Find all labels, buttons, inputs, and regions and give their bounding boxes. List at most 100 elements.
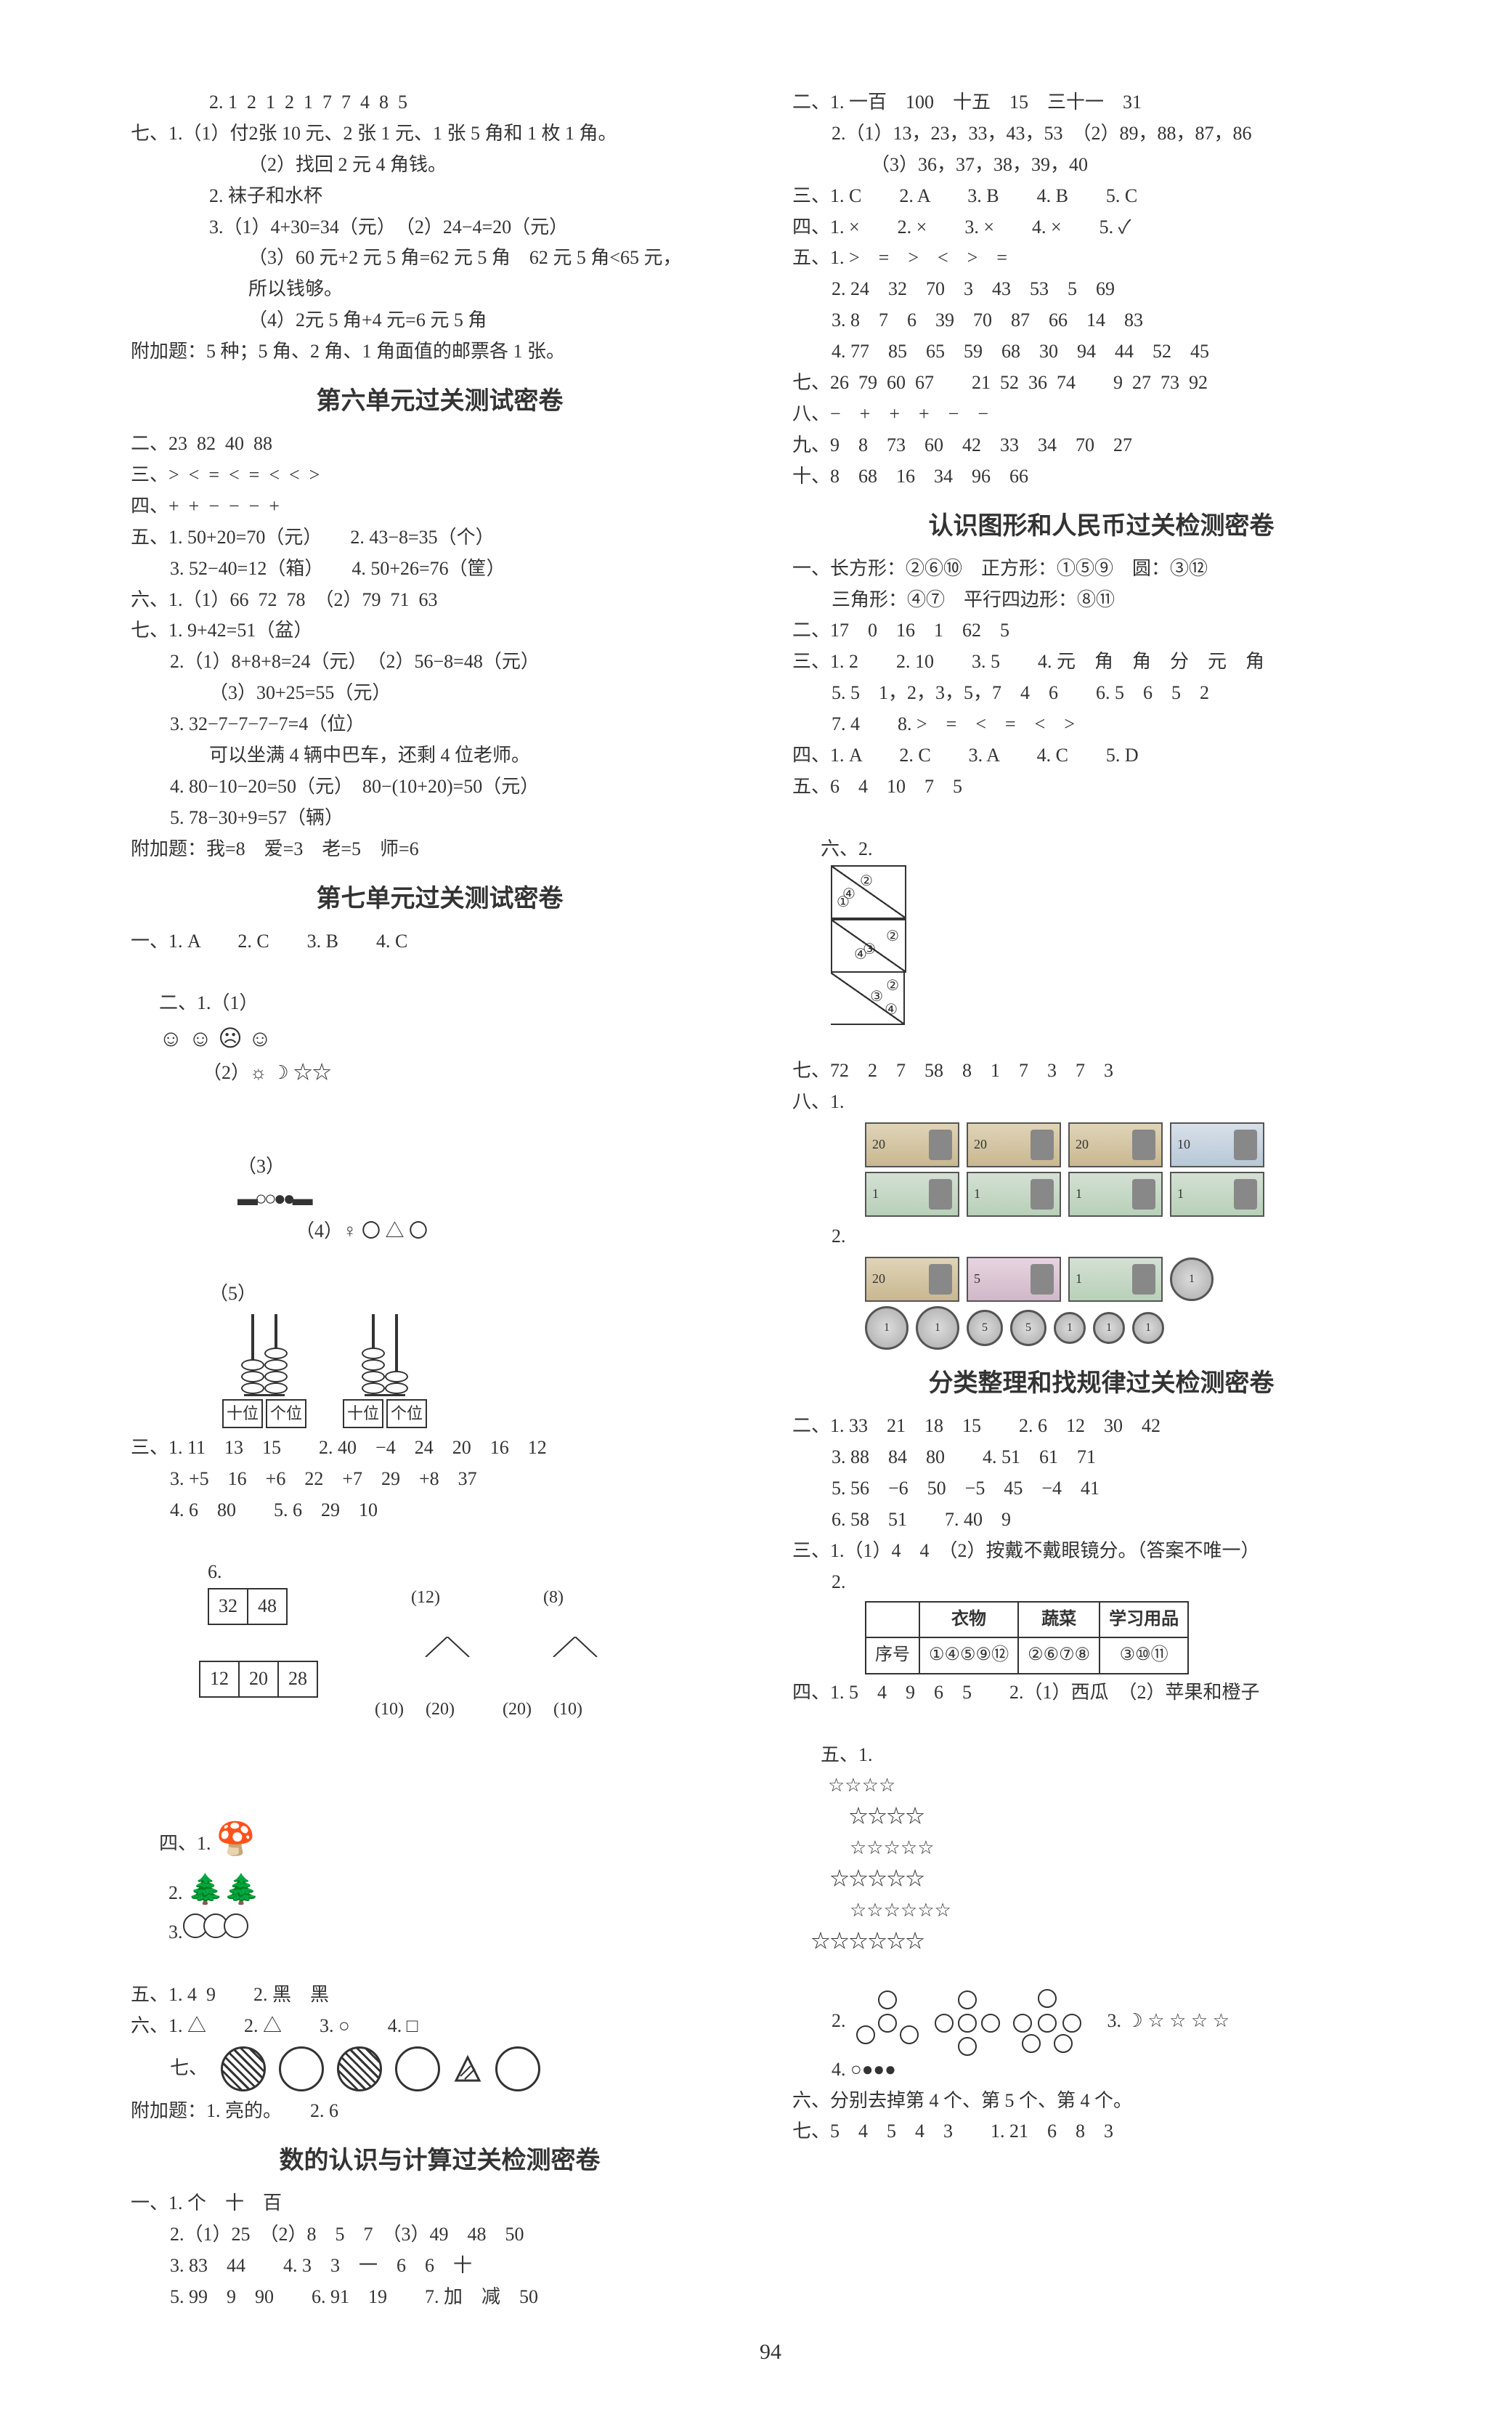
text: （5） bbox=[131, 1279, 749, 1310]
bill-20-icon: 20 bbox=[865, 1122, 959, 1167]
text: 5. 78−30+9=57（辆） bbox=[131, 803, 749, 834]
abacus-2: 十位个位 bbox=[343, 1314, 427, 1428]
coin-icon: 1 bbox=[1054, 1312, 1086, 1344]
text: （3）36，37，38，39，40 bbox=[792, 150, 1410, 181]
text: 六、1.（1）66 72 78 （2）79 71 63 bbox=[131, 585, 749, 616]
bill-1-icon: 1 bbox=[967, 1172, 1061, 1217]
bill-20-icon: 20 bbox=[967, 1122, 1061, 1167]
text: 所以钱够。 bbox=[131, 274, 749, 305]
th: 衣物 bbox=[919, 1602, 1018, 1638]
bill-5-icon: 5 bbox=[967, 1257, 1061, 1302]
tens-label: 十位 bbox=[222, 1399, 263, 1428]
star-group: ☆☆☆☆☆☆ ☆☆☆☆☆☆ bbox=[792, 1900, 951, 1952]
text: 2. 1 2 1 2 1 7 7 4 8 5 bbox=[131, 87, 749, 118]
text: 五、1. > = > < > = bbox=[792, 243, 1410, 274]
text: 二、1. 33 21 18 15 2. 6 12 30 42 bbox=[792, 1411, 1410, 1442]
text: 三、1.（1）4 4 （2）按戴不戴眼镜分。（答案不唯一） bbox=[792, 1536, 1410, 1567]
coin-icon: 1 bbox=[1093, 1312, 1125, 1344]
bill-1-icon: 1 bbox=[1068, 1257, 1163, 1302]
money-row-3: 20 5 1 1 bbox=[865, 1257, 1410, 1302]
text: 二、1. 一百 100 十五 15 三十一 31 bbox=[792, 87, 1410, 118]
bill-1-icon: 1 bbox=[1068, 1172, 1163, 1217]
right-column: 二、1. 一百 100 十五 15 三十一 31 2.（1）13，23，33，4… bbox=[792, 87, 1410, 2312]
text: 6. 58 51 7. 40 9 bbox=[792, 1504, 1410, 1536]
flower-diagram bbox=[853, 1989, 919, 2054]
text: 七、1. 9+42=51（盆） bbox=[131, 615, 749, 647]
q5-2: 2. 3. ☽ ☆ ☆ ☆ ☆ bbox=[792, 1989, 1410, 2054]
text: 三、1. C 2. A 3. B 4. B 5. C bbox=[792, 181, 1410, 212]
flower-diagram bbox=[1013, 1989, 1078, 2054]
left-column: 2. 1 2 1 2 1 7 7 4 8 5 七、1.（1）付2张 10 元、2… bbox=[131, 87, 749, 2312]
text: 3. 52−40=12（箱） 4. 50+26=76（筐） bbox=[131, 554, 749, 585]
classification-table: 衣物 蔬菜 学习用品 序号 ①④⑤⑨⑫ ②⑥⑦⑧ ③⑩⑪ bbox=[865, 1601, 1189, 1674]
circle-hatched-icon bbox=[337, 2046, 382, 2091]
text: （4）2元 5 角+4 元=6 元 5 角 bbox=[131, 305, 749, 336]
face-icons: ☺ ☺ ☹ ☺ bbox=[159, 1025, 272, 1051]
text: 二、17 0 16 1 62 5 bbox=[792, 615, 1410, 647]
star-group: ☆☆☆☆ ☆☆☆☆ bbox=[792, 1775, 924, 1827]
heading-numbers: 数的认识与计算过关检测密卷 bbox=[131, 2140, 749, 2181]
text: 7. 4 8. > = < = < > bbox=[792, 709, 1410, 740]
text: 2.（1）13，23，33，43，53 （2）89，88，87，86 bbox=[792, 118, 1410, 150]
q4-row: 四、1. 2. 3. bbox=[131, 1782, 749, 1980]
th bbox=[866, 1602, 919, 1638]
page-columns: 2. 1 2 1 2 1 7 7 4 8 5 七、1.（1）付2张 10 元、2… bbox=[131, 87, 1410, 2312]
q5-1: 五、1. ☆☆☆☆ ☆☆☆☆ ☆☆☆☆☆ ☆☆☆☆☆ ☆☆☆☆☆☆ ☆☆☆☆☆☆ bbox=[792, 1709, 1410, 1989]
abacus-1: 十位个位 bbox=[222, 1314, 306, 1428]
split-square-2: ② ④ ③ bbox=[831, 919, 906, 973]
number-tree-1: (12) (10)(20) bbox=[375, 1526, 476, 1782]
text: 四、1. 5 4 9 6 5 2.（1）西瓜 （2）苹果和橙子 bbox=[792, 1677, 1410, 1709]
three-circles-icon bbox=[187, 1913, 248, 1938]
text: 十、8 68 16 34 96 66 bbox=[792, 461, 1410, 493]
td: 序号 bbox=[866, 1637, 919, 1674]
q6-split-shapes: 六、2. ② ④ ① ② ④ ③ ② ③ ④ bbox=[792, 803, 1410, 1056]
label: （3） bbox=[237, 1156, 285, 1177]
text: 五、1. 4 9 2. 黑 黑 bbox=[131, 1980, 749, 2011]
text: 八、1. bbox=[792, 1087, 1410, 1118]
money-row-4: 1 1 5 5 1 1 1 bbox=[865, 1306, 1410, 1350]
heading-unit6: 第六单元过关测试密卷 bbox=[131, 381, 749, 421]
text: 3. 88 84 80 4. 51 61 71 bbox=[792, 1442, 1410, 1473]
q6-row: 6. 3248 122028 (12) (10)(20) (8) (20)(10… bbox=[131, 1526, 749, 1782]
text: 2.（1）25 （2）8 5 7 （3）49 48 50 bbox=[131, 2219, 749, 2251]
text: 5. 99 9 90 6. 91 19 7. 加 减 50 bbox=[131, 2282, 749, 2313]
ones-label: 个位 bbox=[386, 1399, 427, 1428]
text: （3） ▬○○●●▬ （4）♀ 〇 △ 〇 bbox=[131, 1120, 749, 1279]
bill-1-icon: 1 bbox=[865, 1172, 959, 1217]
text: 3. 8 7 6 39 70 87 66 14 83 bbox=[792, 305, 1410, 336]
number-tree-2: (8) (20)(10) bbox=[503, 1526, 604, 1782]
text: 七、26 79 60 67 21 52 36 74 9 27 73 92 bbox=[792, 368, 1410, 399]
text: 九、9 8 73 60 42 33 34 70 27 bbox=[792, 430, 1410, 461]
text: 2. 24 32 70 3 43 53 5 69 bbox=[792, 274, 1410, 305]
text: 三、1. 2 2. 10 3. 5 4. 元 角 角 分 元 角 bbox=[792, 647, 1410, 678]
text: 一、长方形：②⑥⑩ 正方形：①⑤⑨ 圆：③⑫ bbox=[792, 554, 1410, 585]
text: 3.（1）4+30=34（元） （2）24−4=20（元） bbox=[131, 212, 749, 243]
text: 可以坐满 4 辆中巴车，还剩 4 位老师。 bbox=[131, 740, 749, 771]
text: 4. 77 85 65 59 68 30 94 44 52 45 bbox=[792, 336, 1410, 368]
text: 4. 80−10−20=50（元） 80−(10+20)=50（元） bbox=[131, 771, 749, 803]
split-triangle: ② ③ ④ bbox=[831, 973, 905, 1025]
label: （2）☼ ☽ ☆☆ bbox=[203, 1062, 331, 1083]
label: 6. bbox=[208, 1561, 222, 1582]
mushroom-icon bbox=[216, 1833, 256, 1854]
text: 二、23 82 40 88 bbox=[131, 429, 749, 460]
text: 2. 袜子和水杯 bbox=[131, 181, 749, 212]
bill-1-icon: 1 bbox=[1170, 1172, 1264, 1217]
circle-icon bbox=[279, 2046, 324, 2091]
text: （2）找回 2 元 4 角钱。 bbox=[131, 150, 749, 181]
td: ②⑥⑦⑧ bbox=[1018, 1637, 1100, 1674]
number-row-2: 122028 bbox=[199, 1661, 318, 1698]
th: 学习用品 bbox=[1100, 1602, 1188, 1638]
heading-classify: 分类整理和找规律过关检测密卷 bbox=[792, 1363, 1410, 1404]
text: 七、1.（1）付2张 10 元、2 张 1 元、1 张 5 角和 1 枚 1 角… bbox=[131, 118, 749, 150]
text: 5. 5 1，2，3，5，7 4 6 6. 5 6 5 2 bbox=[792, 678, 1410, 709]
circle-icon bbox=[495, 2046, 540, 2091]
text: 五、1. 50+20=70（元） 2. 43−8=35（个） bbox=[131, 522, 749, 554]
text: 五、6 4 10 7 5 bbox=[792, 771, 1410, 803]
text: 三、1. 11 13 15 2. 40 −4 24 20 16 12 bbox=[131, 1433, 749, 1464]
tens-label: 十位 bbox=[343, 1399, 383, 1428]
label: 3. ☽ ☆ ☆ ☆ ☆ bbox=[1107, 2006, 1230, 2037]
page-number: 94 bbox=[131, 2334, 1410, 2370]
bill-20-icon: 20 bbox=[1068, 1122, 1163, 1167]
text: 附加题：5 种；5 角、2 角、1 角面值的邮票各 1 张。 bbox=[131, 336, 749, 368]
